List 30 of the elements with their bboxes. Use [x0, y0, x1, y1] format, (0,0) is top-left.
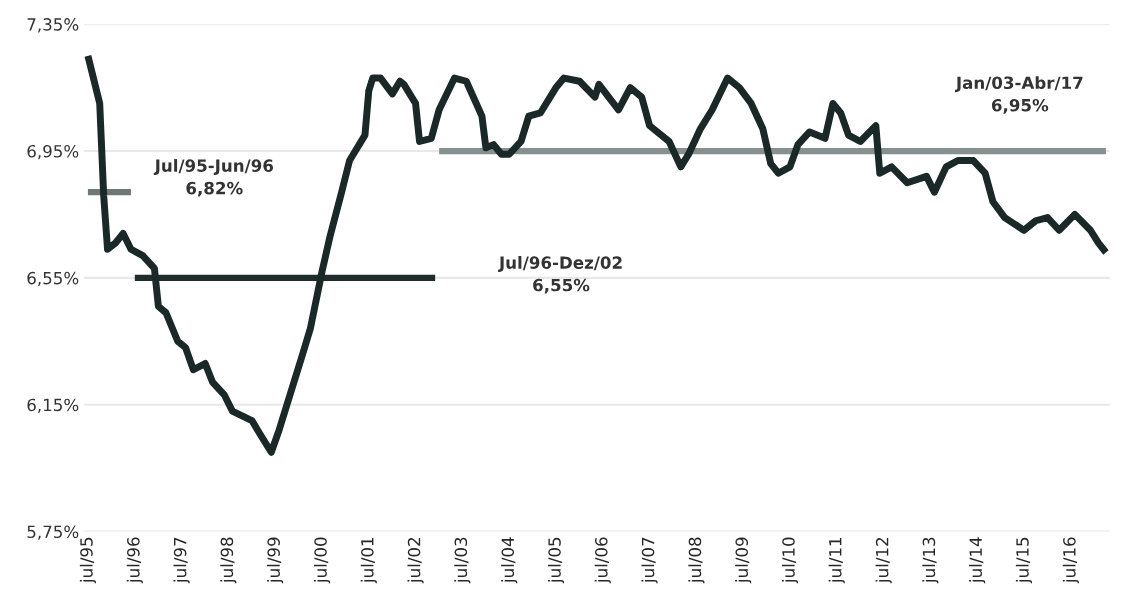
- x-tick-label: jul/99: [267, 537, 284, 584]
- x-tick-label: jul/03: [454, 537, 471, 584]
- x-tick-label: jul/00: [313, 537, 331, 584]
- x-tick-label: jul/98: [220, 537, 237, 584]
- x-tick-label: jul/07: [641, 537, 658, 584]
- x-tick-label: jul/15: [1015, 537, 1033, 584]
- x-tick-label: jul/05: [547, 537, 565, 584]
- x-tick-label: jul/04: [501, 537, 518, 584]
- x-tick-label: jul/95: [79, 537, 96, 584]
- y-tick-label: 6,55%: [27, 271, 79, 287]
- x-tick-label: jul/12: [875, 538, 892, 584]
- x-tick-label: jul/08: [688, 537, 705, 584]
- annotation: Jul/96-Dez/02 6,55%: [498, 256, 622, 294]
- x-tick-label: jul/16: [1062, 537, 1079, 584]
- x-tick-label: jul/97: [173, 537, 190, 584]
- x-tick-label: jul/14: [969, 537, 986, 584]
- x-tick-label: jul/09: [735, 537, 752, 584]
- x-tick-label: jul/01: [360, 537, 377, 584]
- x-tick-label: jul/06: [594, 537, 611, 584]
- y-tick-label: 6,95%: [27, 144, 79, 160]
- x-tick-label: jul/02: [407, 538, 424, 584]
- x-tick-label: jul/96: [126, 537, 143, 584]
- annotation: Jan/03-Abr/17 6,95%: [954, 76, 1083, 114]
- y-tick-label: 7,35%: [27, 18, 79, 33]
- x-tick-label: jul/11: [828, 537, 845, 584]
- y-tick-label: 5,75%: [27, 525, 79, 540]
- annotation: Jul/95-Jun/96 6,82%: [153, 159, 274, 197]
- x-tick-label: jul/13: [922, 537, 939, 584]
- y-tick-label: 6,15%: [27, 398, 79, 413]
- x-tick-label: jul/10: [781, 537, 799, 584]
